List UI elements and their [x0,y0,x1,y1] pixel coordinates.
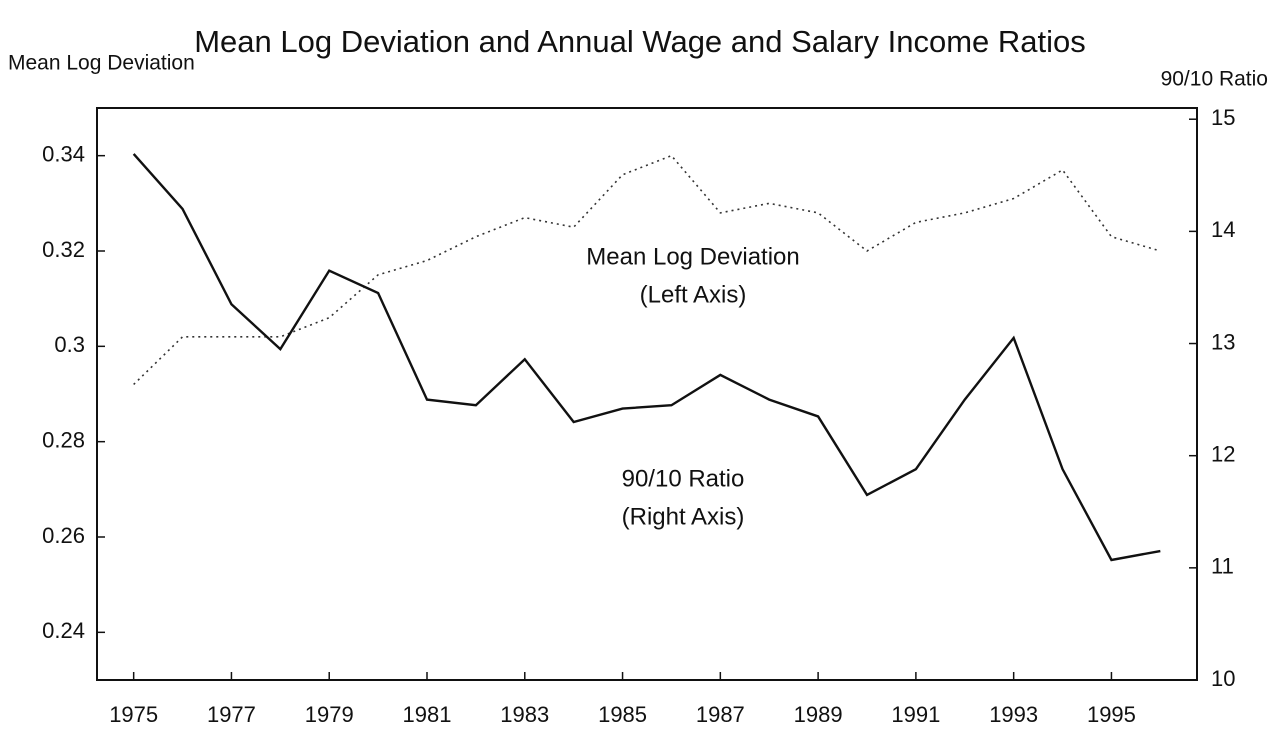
x-tick-label: 1995 [1087,702,1136,727]
annotation: (Left Axis) [640,281,747,308]
x-tick-label: 1987 [696,702,745,727]
annotation: (Right Axis) [622,503,745,530]
x-tick-label: 1977 [207,702,256,727]
plot-frame [96,107,1198,681]
x-tick-label: 1981 [403,702,452,727]
y2-tick-label: 12 [1211,441,1235,466]
y-tick-label: 0.32 [42,237,85,262]
x-tick-label: 1983 [500,702,549,727]
chart-title: Mean Log Deviation and Annual Wage and S… [194,24,1086,59]
y2-axis-label: 90/10 Ratio [1161,68,1268,91]
y-tick-label: 0.3 [54,332,85,357]
y-tick-label: 0.26 [42,523,85,548]
y2-tick-label: 15 [1211,105,1235,130]
y2-tick-label: 13 [1211,329,1235,354]
y-axis-label: Mean Log Deviation [8,52,195,75]
x-tick-label: 1985 [598,702,647,727]
x-tick-label: 1989 [794,702,843,727]
y2-tick-label: 11 [1211,554,1234,579]
x-tick-label: 1993 [989,702,1038,727]
y2-tick-label: 10 [1211,666,1235,691]
y-tick-label: 0.24 [42,618,85,643]
y-tick-label: 0.34 [42,141,85,166]
x-tick-label: 1991 [891,702,940,727]
y-tick-label: 0.28 [42,427,85,452]
y2-tick-label: 14 [1211,217,1235,242]
annotation: Mean Log Deviation [586,243,799,270]
series-line [132,153,1161,562]
x-tick-label: 1975 [109,702,158,727]
series-line [133,154,1161,386]
annotation: 90/10 Ratio [622,465,745,492]
x-tick-label: 1979 [305,702,354,727]
